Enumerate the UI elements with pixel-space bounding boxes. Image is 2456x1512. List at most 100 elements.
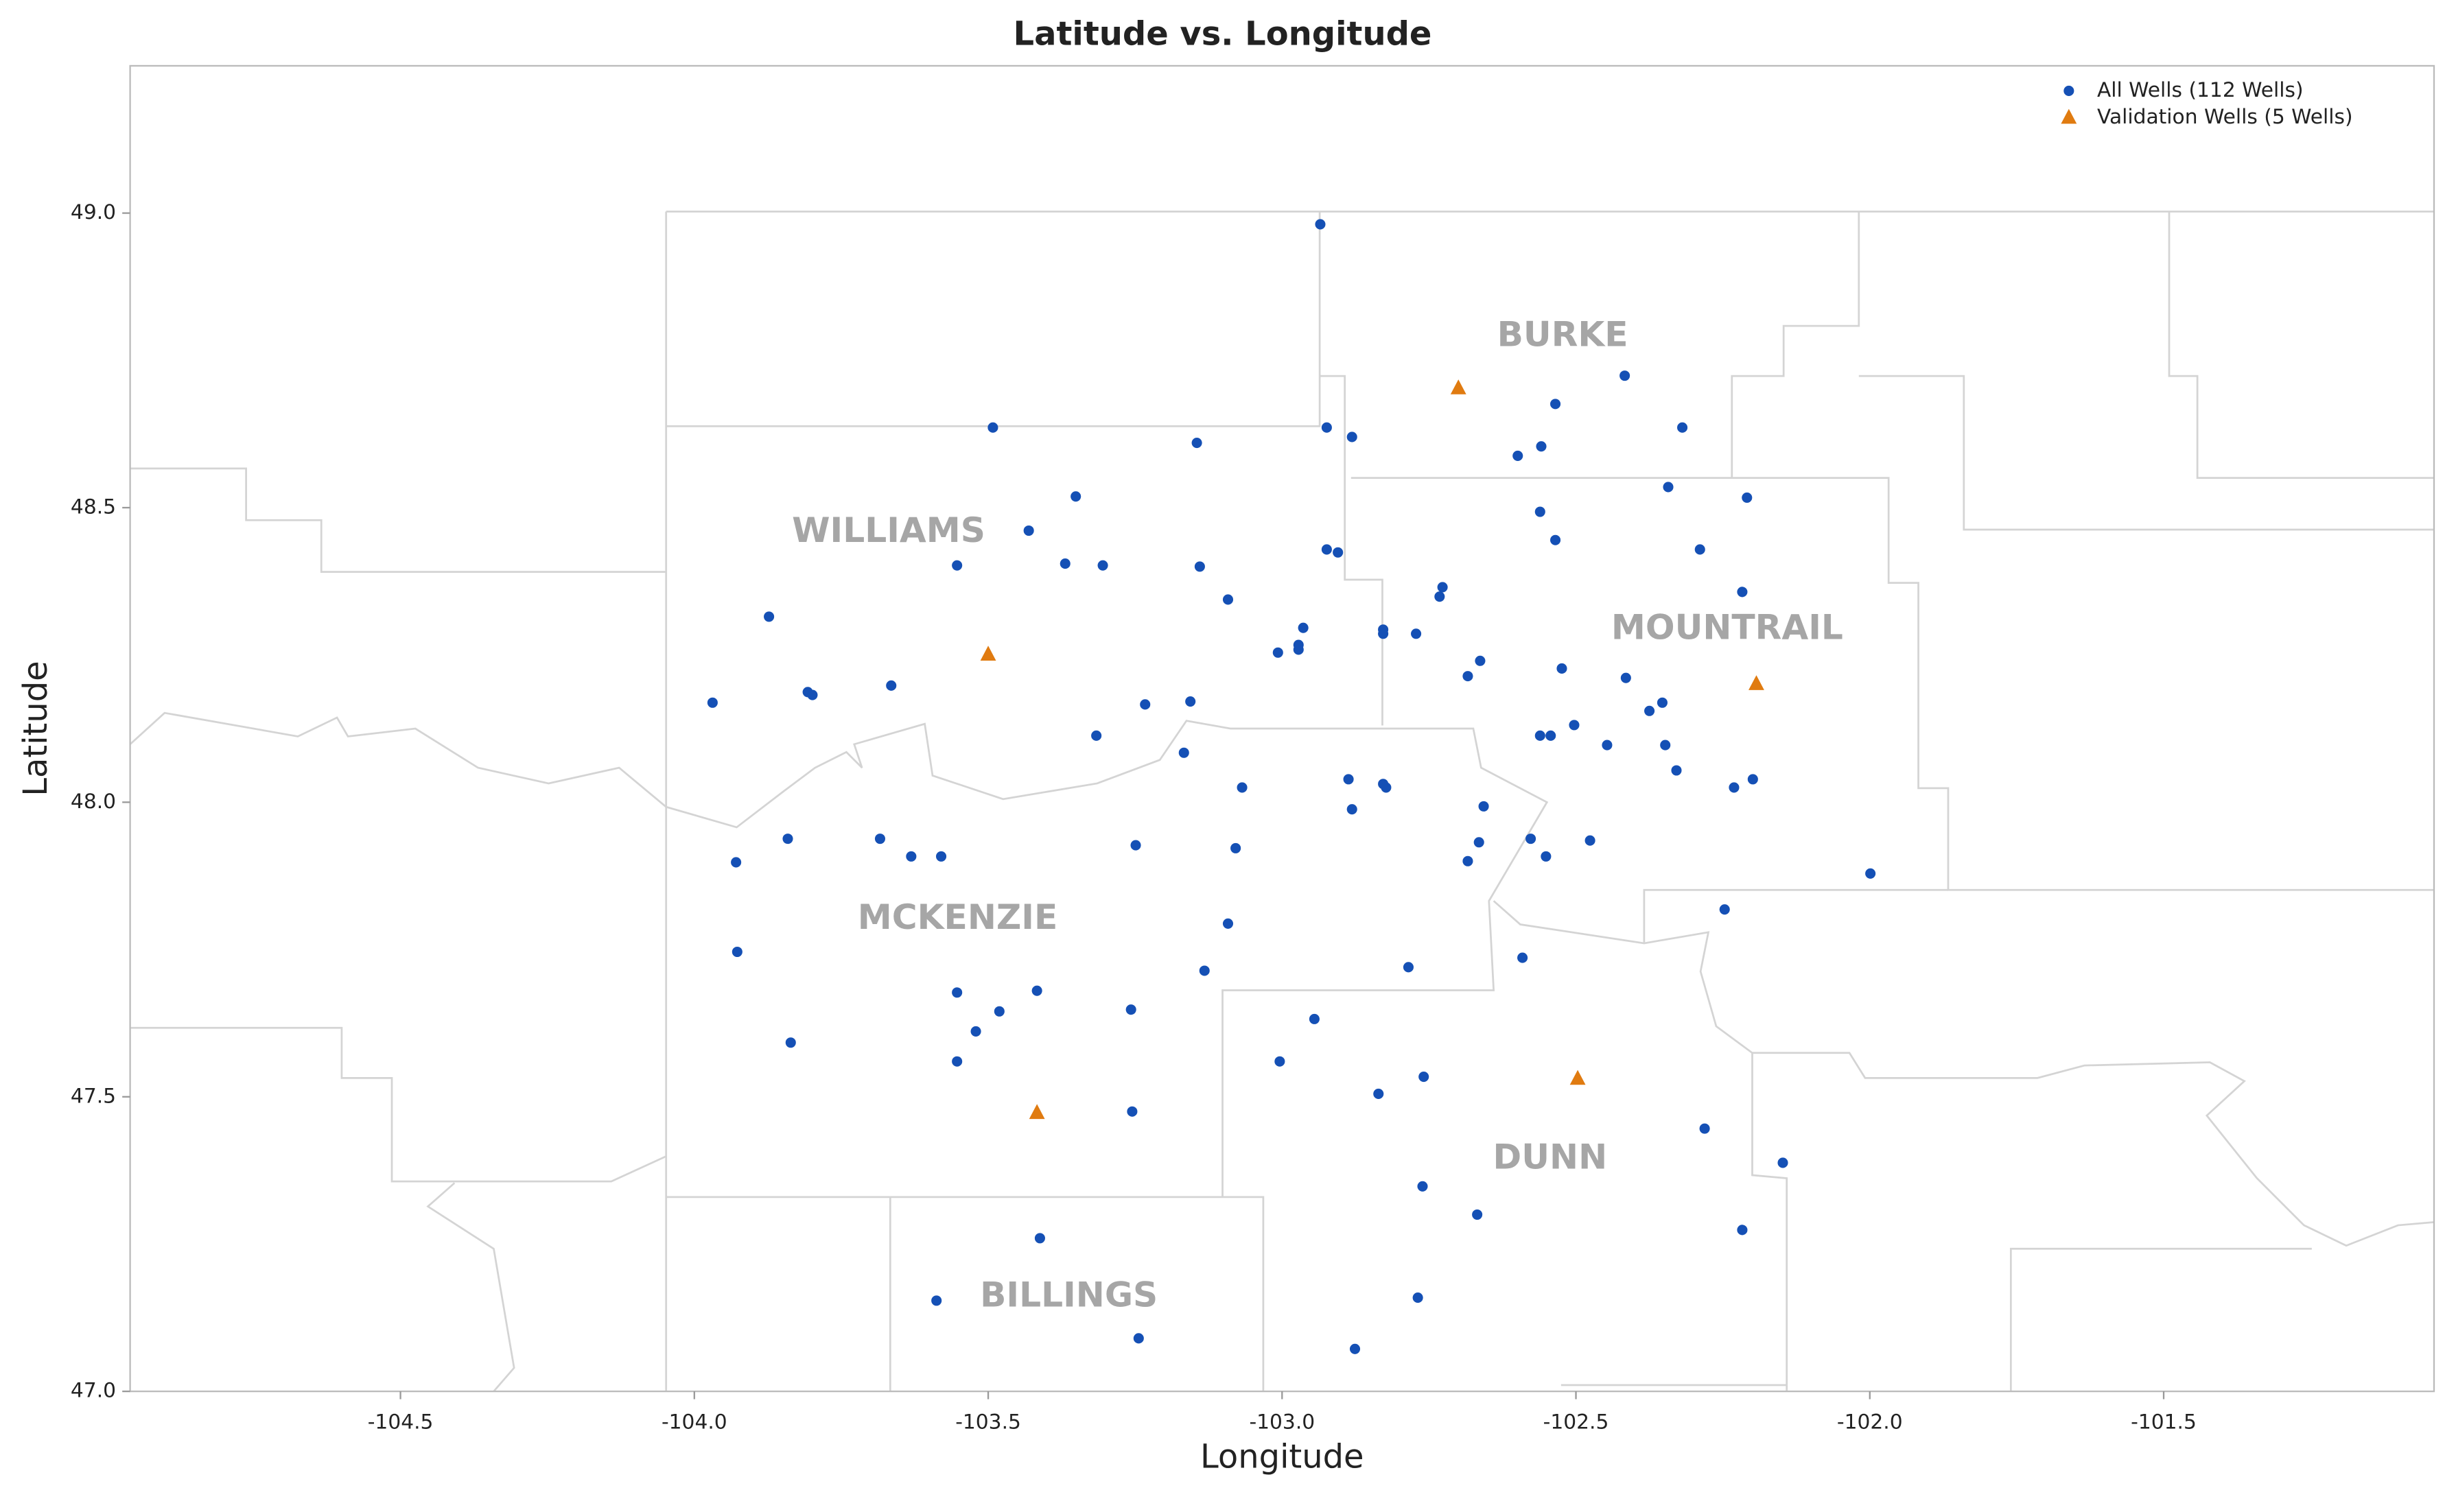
x-tick-label: -104.5 (368, 1410, 434, 1434)
point (1729, 782, 1740, 793)
y-tick-label: 49.0 (71, 200, 116, 224)
point (1556, 663, 1567, 674)
triangle-marker (1749, 675, 1764, 690)
point (1321, 422, 1332, 433)
triangle-marker (980, 646, 996, 661)
point (1097, 560, 1108, 571)
point (1194, 561, 1205, 572)
triangle-marker (1029, 1104, 1045, 1120)
point (1274, 1056, 1285, 1067)
point (931, 1295, 942, 1306)
county-label: DUNN (1493, 1137, 1608, 1177)
x-tick-label: -102.0 (1837, 1410, 1903, 1434)
map-border (666, 211, 1321, 427)
y-tick-label: 47.0 (71, 1379, 116, 1403)
point (1434, 591, 1445, 602)
point (1333, 547, 1344, 558)
point (1541, 851, 1552, 862)
y-axis-label: Latitude (16, 661, 55, 796)
point (1071, 491, 1081, 502)
point (1185, 696, 1196, 707)
map-border (1858, 375, 2434, 531)
point (906, 851, 917, 862)
point (1569, 720, 1580, 731)
legend: All Wells (112 Wells) Validation Wells (5… (2061, 78, 2353, 129)
point (952, 1056, 963, 1067)
x-tick-label: -102.5 (1543, 1410, 1609, 1434)
map-border (1493, 900, 1788, 1392)
legend-label: Validation Wells (5 Wells) (2097, 105, 2353, 129)
point (1699, 1123, 1710, 1134)
point (1512, 450, 1523, 461)
y-tick-label: 47.5 (71, 1084, 116, 1108)
point (1127, 1106, 1138, 1117)
triangle-marker (1569, 1070, 1586, 1085)
point (1777, 1157, 1788, 1168)
point (1677, 422, 1688, 433)
point (1545, 730, 1556, 741)
point (732, 946, 742, 958)
point (1747, 774, 1758, 785)
point (807, 689, 818, 700)
point (1534, 730, 1545, 741)
point (1719, 904, 1730, 915)
point (1133, 1333, 1144, 1344)
point (1472, 1209, 1483, 1220)
map-border (1643, 888, 1948, 943)
x-tick-label: -103.0 (1249, 1410, 1315, 1434)
county-label: BILLINGS (980, 1275, 1158, 1315)
point (1034, 1233, 1045, 1244)
map-border (426, 1182, 515, 1393)
map-border (129, 711, 1549, 1197)
point (1657, 697, 1668, 708)
x-tick-label: -104.0 (662, 1410, 727, 1434)
point (1349, 1343, 1361, 1354)
point (1403, 962, 1414, 973)
map-border (1752, 1052, 2435, 1247)
point (1663, 482, 1674, 493)
point (1644, 705, 1655, 716)
point (952, 560, 963, 571)
point (936, 851, 947, 862)
county-label: WILLIAMS (792, 510, 985, 550)
point (1694, 544, 1705, 555)
point (764, 611, 775, 622)
point (1315, 219, 1326, 230)
point (1140, 699, 1151, 710)
point (1584, 835, 1595, 846)
point (1373, 1088, 1384, 1099)
point (1660, 740, 1671, 751)
map-border (666, 1196, 1265, 1392)
point (785, 1037, 796, 1048)
point (1272, 647, 1283, 658)
chart-title: Latitude vs. Longitude (1014, 15, 1432, 54)
point (952, 987, 963, 998)
county-label: MCKENZIE (858, 897, 1058, 937)
point (1517, 952, 1528, 963)
map-border (130, 467, 666, 574)
point (1125, 1004, 1136, 1015)
point (1060, 558, 1071, 569)
point (1550, 399, 1561, 410)
point (1411, 628, 1422, 639)
map-border (1350, 477, 2434, 891)
point (970, 1026, 981, 1037)
point (1525, 834, 1536, 844)
y-tick-label: 48.0 (71, 790, 116, 814)
point (2063, 85, 2074, 97)
point (1534, 506, 1545, 517)
point (1346, 432, 1357, 442)
point (987, 422, 998, 433)
point (1293, 639, 1304, 650)
point (1222, 594, 1234, 605)
point (1620, 672, 1631, 683)
point (1091, 730, 1102, 741)
point (1742, 492, 1753, 503)
point (1343, 774, 1354, 785)
county-label: BURKE (1497, 314, 1628, 355)
point (1462, 671, 1473, 682)
map-border (130, 1026, 667, 1183)
point (1381, 782, 1392, 793)
point (1602, 740, 1613, 751)
